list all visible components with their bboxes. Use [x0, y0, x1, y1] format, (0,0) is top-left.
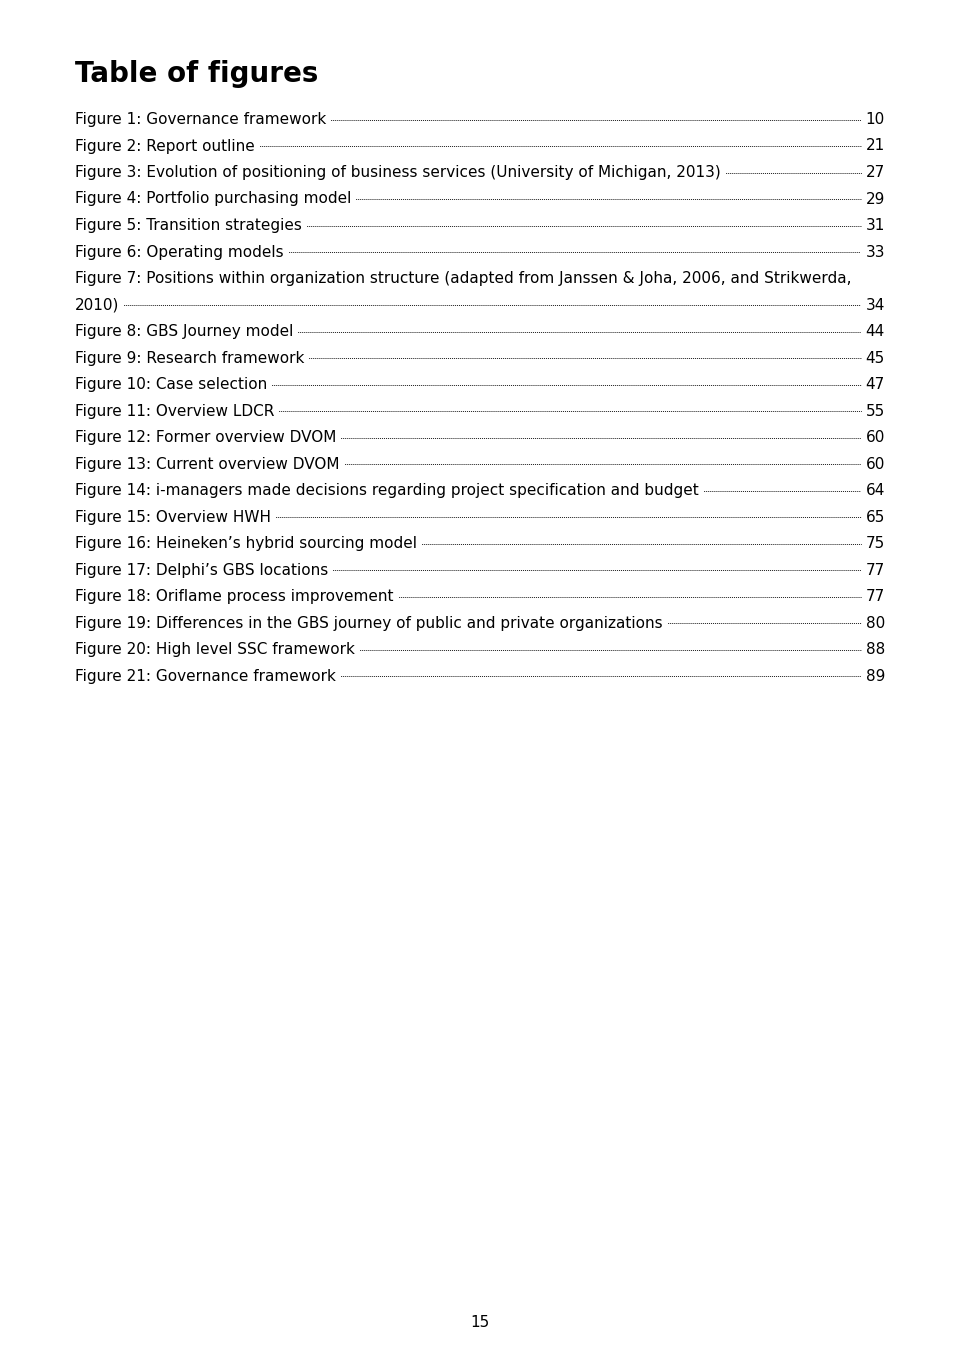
- Text: Figure 2: Report outline: Figure 2: Report outline: [75, 138, 254, 153]
- Text: Figure 20: High level SSC framework: Figure 20: High level SSC framework: [75, 642, 355, 657]
- Text: 65: 65: [866, 509, 885, 524]
- Text: Figure 15: Overview HWH: Figure 15: Overview HWH: [75, 509, 271, 524]
- Text: 33: 33: [866, 244, 885, 259]
- Text: 45: 45: [866, 351, 885, 366]
- Text: 27: 27: [866, 165, 885, 180]
- Text: Table of figures: Table of figures: [75, 60, 319, 87]
- Text: Figure 9: Research framework: Figure 9: Research framework: [75, 351, 304, 366]
- Text: Figure 7: Positions within organization structure (adapted from Janssen & Joha, : Figure 7: Positions within organization …: [75, 272, 852, 287]
- Text: Figure 16: Heineken’s hybrid sourcing model: Figure 16: Heineken’s hybrid sourcing mo…: [75, 536, 417, 551]
- Text: Figure 17: Delphi’s GBS locations: Figure 17: Delphi’s GBS locations: [75, 562, 328, 577]
- Text: Figure 18: Oriflame process improvement: Figure 18: Oriflame process improvement: [75, 590, 394, 603]
- Text: Figure 3: Evolution of positioning of business services (University of Michigan,: Figure 3: Evolution of positioning of bu…: [75, 165, 721, 180]
- Text: Figure 11: Overview LDCR: Figure 11: Overview LDCR: [75, 404, 275, 419]
- Text: Figure 10: Case selection: Figure 10: Case selection: [75, 377, 267, 392]
- Text: 88: 88: [866, 642, 885, 657]
- Text: 44: 44: [866, 324, 885, 339]
- Text: 64: 64: [866, 483, 885, 498]
- Text: Figure 5: Transition strategies: Figure 5: Transition strategies: [75, 218, 301, 233]
- Text: 77: 77: [866, 590, 885, 603]
- Text: 60: 60: [866, 430, 885, 445]
- Text: Figure 13: Current overview DVOM: Figure 13: Current overview DVOM: [75, 456, 340, 471]
- Text: 21: 21: [866, 138, 885, 153]
- Text: 15: 15: [470, 1314, 490, 1330]
- Text: Figure 19: Differences in the GBS journey of public and private organizations: Figure 19: Differences in the GBS journe…: [75, 616, 662, 631]
- Text: 31: 31: [866, 218, 885, 233]
- Text: Figure 4: Portfolio purchasing model: Figure 4: Portfolio purchasing model: [75, 191, 351, 206]
- Text: 89: 89: [866, 669, 885, 684]
- Text: 80: 80: [866, 616, 885, 631]
- Text: 2010): 2010): [75, 298, 119, 313]
- Text: Figure 6: Operating models: Figure 6: Operating models: [75, 244, 283, 259]
- Text: 29: 29: [866, 191, 885, 206]
- Text: Figure 1: Governance framework: Figure 1: Governance framework: [75, 112, 326, 127]
- Text: 55: 55: [866, 404, 885, 419]
- Text: Figure 21: Governance framework: Figure 21: Governance framework: [75, 669, 336, 684]
- Text: 77: 77: [866, 562, 885, 577]
- Text: 10: 10: [866, 112, 885, 127]
- Text: 34: 34: [866, 298, 885, 313]
- Text: Figure 14: i-managers made decisions regarding project specification and budget: Figure 14: i-managers made decisions reg…: [75, 483, 699, 498]
- Text: 47: 47: [866, 377, 885, 392]
- Text: 60: 60: [866, 456, 885, 471]
- Text: Figure 12: Former overview DVOM: Figure 12: Former overview DVOM: [75, 430, 336, 445]
- Text: 75: 75: [866, 536, 885, 551]
- Text: Figure 8: GBS Journey model: Figure 8: GBS Journey model: [75, 324, 294, 339]
